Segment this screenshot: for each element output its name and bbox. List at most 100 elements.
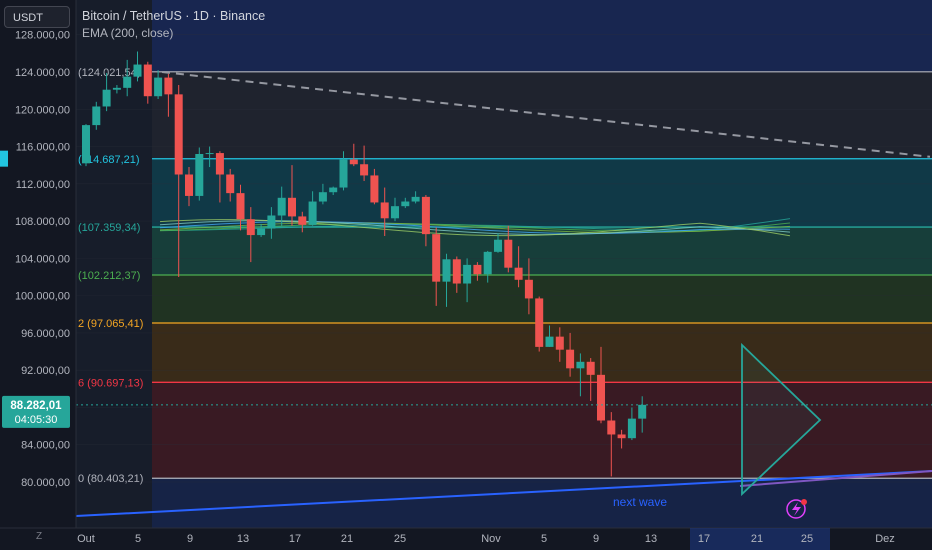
candle-body xyxy=(174,94,183,175)
price-tick-label: 96.000,00 xyxy=(21,328,70,340)
candle-body xyxy=(246,219,255,236)
price-scale[interactable]: 128.000,00 124.000,00 120.000,00 116.000,00… xyxy=(0,0,77,530)
time-tick-label: 21 xyxy=(341,533,353,545)
time-range-highlight xyxy=(690,528,830,550)
candle-body xyxy=(185,174,193,196)
candle-body xyxy=(421,196,430,235)
time-tick-label: 9 xyxy=(187,533,193,545)
candle-body xyxy=(308,201,317,225)
time-tick-label: Dez xyxy=(875,533,895,545)
fib-label: (107.359,34) xyxy=(78,222,140,234)
symbol-title: Bitcoin / TetherUS · 1D · Binance xyxy=(82,9,266,23)
fib-label: 2 (97.065,41) xyxy=(78,318,143,330)
candle-body xyxy=(102,89,111,107)
candle-body xyxy=(154,77,163,97)
candle-body xyxy=(380,202,389,219)
time-tick-label: 17 xyxy=(698,533,710,545)
triangle-pattern xyxy=(741,342,822,497)
lower-zone xyxy=(152,478,932,530)
time-tick-label: 21 xyxy=(751,533,763,545)
candle-body xyxy=(133,64,142,77)
price-tick-label: 80.000,00 xyxy=(21,477,70,489)
candle-body xyxy=(555,336,564,350)
support-line-purple xyxy=(739,470,932,487)
time-tick-label: 25 xyxy=(394,533,406,545)
time-tick-label: Nov xyxy=(481,533,501,545)
candle-body xyxy=(236,193,245,220)
candle-body xyxy=(607,420,616,435)
fib-label: 0 (80.403,21) xyxy=(78,473,143,485)
candle-body xyxy=(143,64,152,97)
descending-trendline xyxy=(161,71,931,158)
fib-label: (114.687,21) xyxy=(78,154,140,166)
candle-body xyxy=(617,434,626,439)
candle-body xyxy=(463,264,472,284)
time-scale[interactable]: Out 5 9 13 17 21 25 Nov 5 9 13 17 21 25 Dez xyxy=(0,527,932,550)
countdown-label: 04:05:30 xyxy=(15,414,58,426)
candle-body xyxy=(288,197,296,217)
candle-body xyxy=(638,404,647,419)
candle-body xyxy=(494,239,502,252)
zoom-button[interactable]: Z xyxy=(35,531,43,542)
left-shade xyxy=(76,0,152,530)
time-tick-label: 5 xyxy=(135,533,141,545)
candle-body xyxy=(391,206,399,219)
candle-body xyxy=(514,267,523,280)
price-tick-label: 104.000,00 xyxy=(15,253,70,265)
fib-band xyxy=(152,71,932,159)
candle-body xyxy=(432,234,441,282)
candle-body xyxy=(112,87,121,90)
ema-ribbon-line xyxy=(159,219,791,237)
candle-body xyxy=(473,264,482,275)
price-tick-label: 92.000,00 xyxy=(21,365,70,377)
candle-body xyxy=(586,361,595,375)
price-tick-label: 84.000,00 xyxy=(21,440,70,452)
fib-label: (124.021,54) xyxy=(78,67,140,79)
candle-body xyxy=(545,336,554,347)
candle-body xyxy=(442,259,451,282)
price-tick-label: 108.000,00 xyxy=(15,216,70,228)
currency-button[interactable]: USDT xyxy=(4,6,70,28)
time-tick-label: Out xyxy=(77,533,95,545)
candle-body xyxy=(566,349,575,369)
fib-marker xyxy=(0,150,8,167)
time-tick-label: 13 xyxy=(645,533,657,545)
candle-body xyxy=(360,164,369,176)
lightning-icon-bolt xyxy=(792,502,801,516)
time-tick-label: 5 xyxy=(541,533,547,545)
candle-body xyxy=(504,239,513,268)
candle-body xyxy=(349,159,358,165)
notification-dot xyxy=(801,499,807,505)
candle-body xyxy=(524,279,533,299)
candle-body xyxy=(123,76,132,88)
price-tick-label: 120.000,00 xyxy=(15,104,70,116)
candle-body xyxy=(627,418,636,439)
ema-ribbon-line xyxy=(159,221,791,235)
upper-zone xyxy=(152,0,932,72)
candle-body xyxy=(483,251,492,275)
candle-body xyxy=(267,215,276,229)
indicator-legend[interactable]: EMA (200, close) xyxy=(82,26,174,40)
candle-body xyxy=(329,187,338,193)
candle-body xyxy=(257,228,266,236)
candle-body xyxy=(92,106,101,126)
candle-body xyxy=(215,153,224,175)
lightning-icon xyxy=(786,499,806,519)
candle-body xyxy=(298,216,307,225)
fib-label: (102.212,37) xyxy=(78,270,140,282)
price-tick-label: 112.000,00 xyxy=(16,179,70,191)
candles xyxy=(82,51,647,477)
time-tick-label: 17 xyxy=(289,533,301,545)
ema-ribbon-line xyxy=(159,222,791,234)
price-tick-label: 124.000,00 xyxy=(15,67,70,79)
candle-body xyxy=(195,154,204,196)
trend-lines xyxy=(75,71,932,517)
price-tick-label: 116.000,00 xyxy=(16,142,70,154)
annotation-next-wave: next wave xyxy=(613,495,667,509)
candle-body xyxy=(205,153,214,155)
fib-band xyxy=(152,382,932,479)
price-tick-label: 128.000,00 xyxy=(15,30,70,42)
candle-body xyxy=(401,201,410,207)
candle-body xyxy=(452,259,461,284)
